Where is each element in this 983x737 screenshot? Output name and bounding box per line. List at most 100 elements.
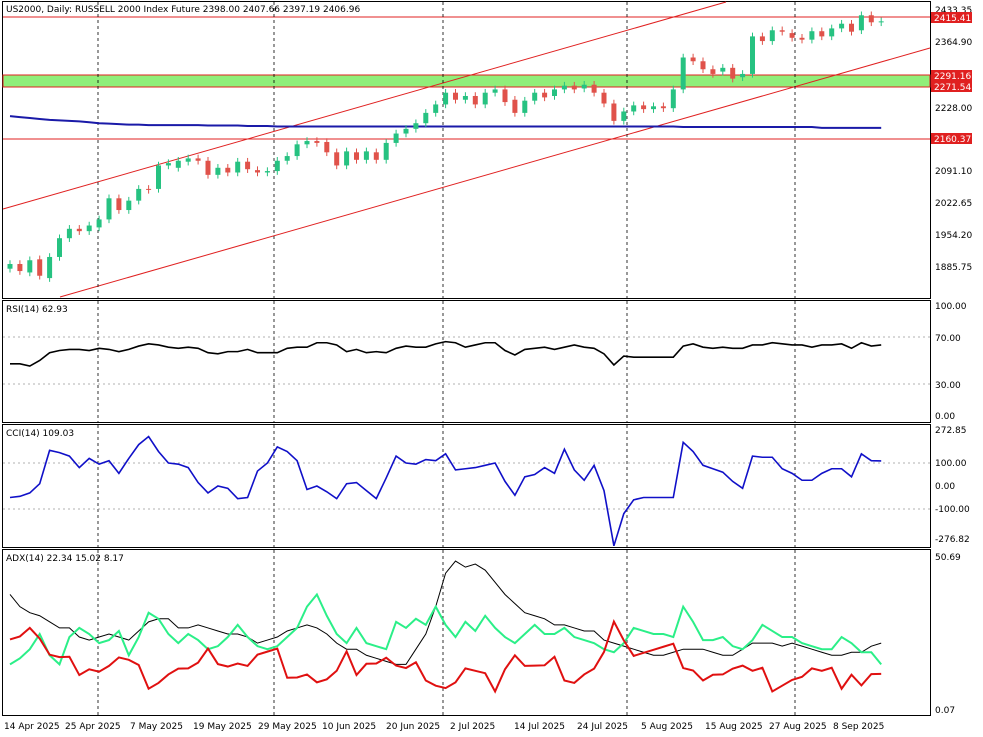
- candle-body: [126, 200, 132, 211]
- candle-body: [482, 92, 488, 105]
- candle-body: [255, 170, 260, 173]
- time-axis-label: 24 Jul 2025: [577, 722, 628, 732]
- candle-body: [591, 84, 597, 93]
- candle-body: [66, 228, 72, 239]
- cci-tick: -100.00: [935, 505, 970, 515]
- adx-tick: 50.69: [935, 553, 961, 563]
- candle-body: [27, 260, 33, 273]
- candle-body: [324, 141, 330, 153]
- price-tick: 2228.00: [935, 104, 972, 114]
- cci-label: CCI(14) 109.03: [6, 429, 74, 439]
- candle-body: [581, 84, 587, 89]
- candle-body: [76, 228, 82, 232]
- candle-body: [750, 36, 755, 74]
- cci-axis: 272.85 100.00 0.00 -100.00 -276.82: [935, 426, 970, 545]
- support-tag-text: 2160.37: [934, 135, 971, 145]
- candle-body: [393, 133, 399, 143]
- cci-pane: [2, 424, 931, 548]
- candle-body: [146, 188, 152, 190]
- cci-tick: 0.00: [935, 482, 955, 492]
- rsi-tick: 30.00: [935, 381, 961, 391]
- price-tick: 2364.90: [935, 38, 972, 48]
- candle-body: [849, 23, 854, 32]
- candle-body: [660, 106, 666, 109]
- candle-body: [96, 219, 102, 228]
- candle-body: [462, 95, 468, 100]
- symbol-label: US2000, Daily: RUSSELL 2000 Index Future…: [6, 5, 360, 15]
- adx-label: ADX(14) 22.34 15.02 8.17: [6, 554, 124, 564]
- rsi-polyline: [10, 340, 882, 367]
- candle-body: [710, 69, 716, 74]
- time-axis-label: 10 Jun 2025: [322, 722, 376, 732]
- candle-body: [819, 31, 825, 37]
- candle-body: [413, 123, 419, 129]
- candle-body: [868, 15, 874, 23]
- price-tick: 1954.20: [935, 231, 972, 241]
- candle-body: [858, 15, 864, 31]
- cci-tick: 272.85: [935, 426, 967, 436]
- grid: [3, 2, 930, 715]
- candle-body: [344, 151, 350, 166]
- time-axis-label: 15 Aug 2025: [705, 722, 763, 732]
- cci-polyline: [9, 435, 882, 547]
- candle-body: [116, 198, 122, 211]
- rsi-tick: 0.00: [935, 412, 955, 422]
- candle-body: [264, 171, 270, 173]
- time-axis-label: 14 Jul 2025: [514, 722, 565, 732]
- candle-body: [86, 225, 92, 232]
- zone-bottom-tag-text: 2271.54: [934, 83, 971, 93]
- candle-body: [453, 92, 458, 100]
- candle-body: [165, 163, 171, 166]
- candle-body: [730, 67, 736, 79]
- candle-body: [195, 158, 201, 161]
- candle-body: [205, 160, 211, 175]
- candle-body: [274, 160, 280, 172]
- support-tag: [931, 133, 972, 144]
- candle-body: [621, 111, 627, 121]
- candle-body: [294, 144, 300, 157]
- candle-body: [631, 105, 637, 112]
- price-pane: [2, 1, 931, 299]
- candle-body: [136, 188, 142, 201]
- channel-lower: [59, 47, 931, 298]
- candle-body: [561, 85, 567, 90]
- adx-lines: [9, 560, 882, 694]
- time-axis-label: 20 Jun 2025: [386, 722, 440, 732]
- candle-body: [502, 89, 508, 103]
- time-axis-label: 5 Aug 2025: [641, 722, 693, 732]
- rsi-line: [10, 340, 882, 367]
- candle-body: [799, 37, 805, 40]
- time-axis-label: 7 May 2025: [130, 722, 183, 732]
- candle-body: [680, 57, 686, 90]
- time-axis-label: 14 Apr 2025: [4, 722, 60, 732]
- time-axis-label: 27 Aug 2025: [769, 722, 827, 732]
- candles: [7, 11, 884, 282]
- candle-body: [433, 104, 439, 113]
- moving-average: [9, 115, 882, 129]
- candle-body: [789, 33, 795, 38]
- rsi-tick: 70.00: [935, 334, 961, 344]
- rsi-label: RSI(14) 62.93: [6, 305, 68, 315]
- candle-body: [601, 92, 607, 104]
- candle-body: [354, 152, 359, 160]
- adx-tick: 0.07: [935, 706, 955, 716]
- candle-body: [512, 99, 518, 113]
- cci-tick: 100.00: [935, 459, 967, 469]
- price-tick: 2022.65: [935, 199, 972, 209]
- candle-body: [175, 160, 181, 168]
- candle-body: [552, 89, 557, 96]
- cci-tick: -276.82: [935, 535, 970, 545]
- candle-body: [57, 238, 62, 257]
- candle-body: [700, 61, 706, 70]
- candle-body: [156, 165, 161, 189]
- candle-body: [423, 112, 429, 124]
- candle-body: [284, 156, 290, 161]
- time-axis-label: 19 May 2025: [193, 722, 252, 732]
- adx-minus-di-line: [9, 618, 882, 694]
- candle-body: [829, 28, 835, 37]
- candle-body: [670, 89, 676, 109]
- zone-bottom-tag: [931, 81, 972, 92]
- candle-body: [492, 89, 498, 93]
